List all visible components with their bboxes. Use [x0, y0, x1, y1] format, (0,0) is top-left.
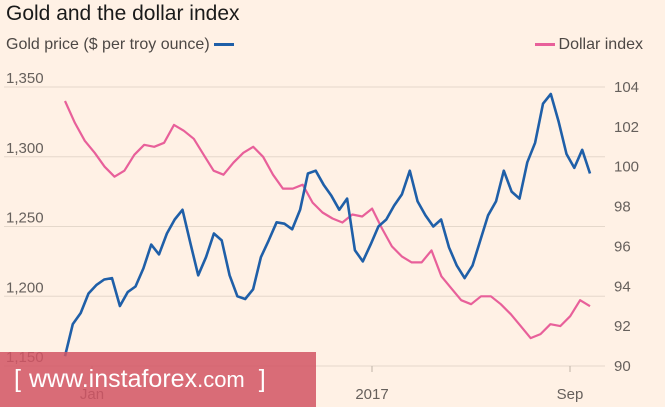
watermark-close-bracket: ] — [258, 365, 266, 393]
watermark-open-bracket: [ — [14, 365, 21, 393]
right-tick-label: 102 — [614, 119, 639, 136]
left-tick-label: 1,250 — [6, 210, 44, 227]
legend-dollar-swatch — [534, 43, 555, 47]
legend-gold-label: Gold price ($ per troy ounce) — [6, 36, 210, 53]
right-tick-label: 100 — [614, 159, 639, 176]
legend-gold: Gold price ($ per troy ounce) — [6, 36, 238, 54]
left-tick-label: 1,200 — [6, 279, 44, 296]
legend-dollar-label: Dollar index — [558, 36, 643, 53]
legend-dollar: Dollar index — [531, 36, 643, 54]
right-axis-ticks: 104 102 100 98 96 94 92 90 — [614, 79, 639, 375]
grid-lines — [4, 86, 605, 367]
right-tick-label: 94 — [614, 278, 631, 295]
legend-gold-swatch — [213, 43, 234, 47]
right-tick-label: 96 — [614, 238, 631, 255]
x-tick-label: Sep — [557, 386, 584, 403]
x-tick-label: 2017 — [355, 386, 388, 403]
watermark-banner[interactable]: [www.instaforex.com] — [0, 352, 316, 407]
gold-price-line — [63, 92, 592, 357]
right-tick-label: 90 — [614, 358, 631, 375]
chart-title: Gold and the dollar index — [6, 2, 240, 25]
left-tick-label: 1,350 — [6, 70, 44, 87]
right-tick-label: 104 — [614, 79, 639, 96]
dollar-index-line — [63, 100, 591, 340]
watermark-name: www.instaforex — [28, 365, 198, 393]
watermark-tld: .com — [197, 367, 245, 392]
left-tick-label: 1,300 — [6, 140, 44, 157]
right-tick-label: 92 — [614, 318, 631, 335]
right-tick-label: 98 — [614, 199, 631, 216]
